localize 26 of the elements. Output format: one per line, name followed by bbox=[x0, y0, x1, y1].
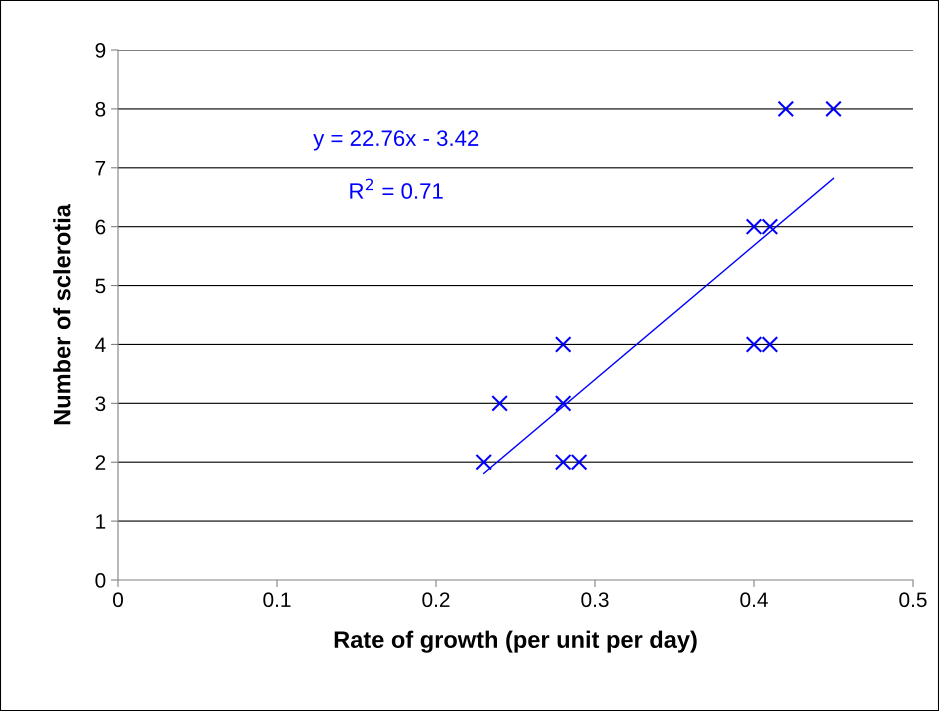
y-tick-label: 0 bbox=[95, 573, 106, 588]
y-tick-label: 4 bbox=[95, 338, 106, 352]
x-tick-label: 0 bbox=[113, 592, 123, 608]
y-tick-label: 7 bbox=[96, 160, 106, 176]
y-tick-label: 3 bbox=[95, 396, 106, 412]
point bbox=[491, 395, 508, 412]
point bbox=[554, 336, 572, 353]
y-tick-label: 2 bbox=[96, 455, 106, 470]
annotation: R$^{2}$ = 0.71 bbox=[350, 178, 443, 199]
x-tick-label: 0.4 bbox=[740, 592, 768, 608]
y-tick-label: 5 bbox=[95, 278, 106, 294]
point bbox=[825, 100, 842, 118]
y-axis-title: Number of sclerotia bbox=[53, 204, 70, 424]
x-tick-label: 0.3 bbox=[581, 592, 609, 608]
y-tick-label: 6 bbox=[96, 220, 106, 234]
x-tick-label: 0.2 bbox=[422, 592, 450, 608]
point bbox=[777, 100, 794, 118]
x-tick-label: 0.1 bbox=[263, 592, 290, 608]
y-tick-label: 1 bbox=[96, 514, 106, 529]
x-axis-title: Rate of growth (per unit per day) bbox=[334, 630, 697, 653]
y-tick-label: 8 bbox=[96, 102, 106, 117]
annotation: y = 22.76x - 3.42 bbox=[313, 130, 478, 150]
point bbox=[475, 454, 492, 471]
x-tick-label: 0.5 bbox=[899, 592, 927, 608]
y-tick-label: 9 bbox=[96, 43, 106, 58]
point bbox=[554, 395, 572, 412]
